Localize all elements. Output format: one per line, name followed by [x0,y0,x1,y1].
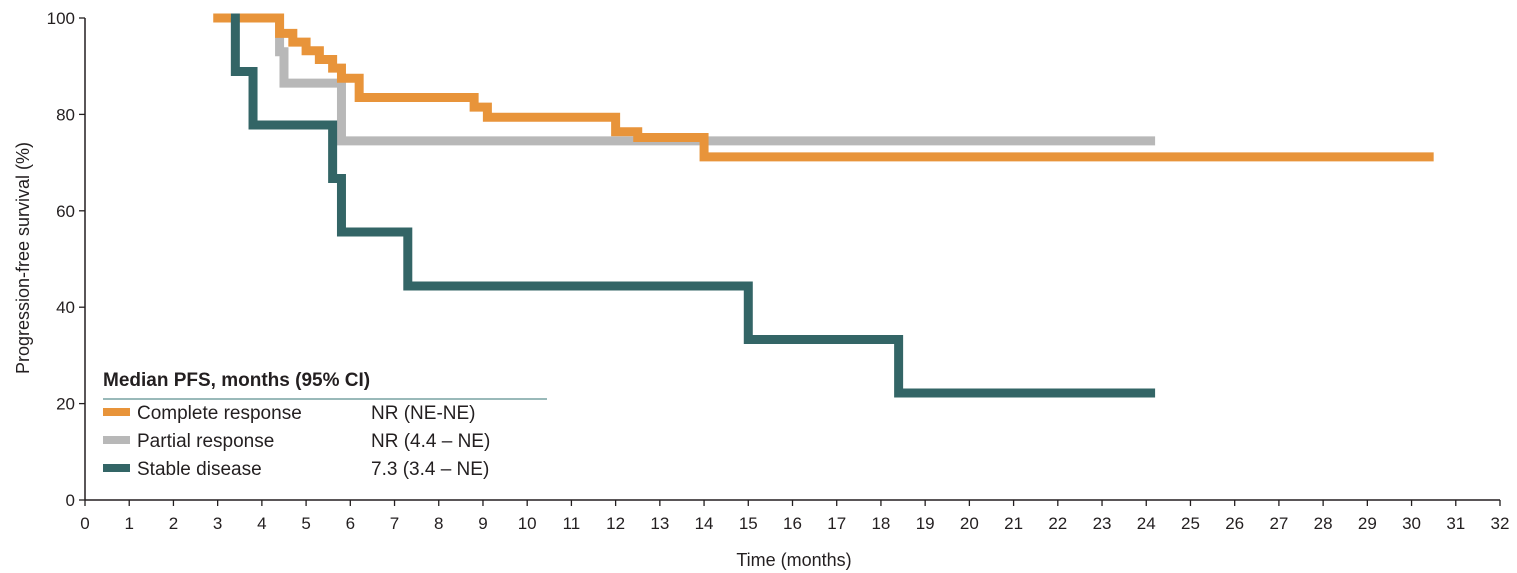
x-tick-label: 11 [563,514,581,533]
x-tick-label: 4 [257,514,266,533]
x-tick-label: 27 [1269,514,1288,533]
x-tick-label: 6 [346,514,355,533]
legend-label-stable-disease: Stable disease [137,459,262,480]
y-tick-label: 60 [56,202,75,221]
y-ticks: 0 20 40 60 80 100 [47,9,85,510]
x-tick-label: 5 [301,514,310,533]
x-tick-label: 28 [1314,514,1333,533]
legend-value-partial-response: NR (4.4 – NE) [371,431,490,452]
x-tick-label: 31 [1446,514,1465,533]
x-tick-label: 25 [1181,514,1200,533]
x-tick-label: 0 [80,514,89,533]
legend-label-partial-response: Partial response [137,431,274,452]
axes: 0 1 2 3 4 5 6 7 8 9 10 11 12 13 14 15 16 17 18 19 20 21 22 23 24… [47,9,1510,533]
legend-swatch-partial-response [103,436,130,444]
legend-value-complete-response: NR (NE-NE) [371,403,476,424]
x-ticks: 0 1 2 3 4 5 6 7 8 9 10 11 12 13 14 15 16 17 18 19 20 21 22 23 24… [80,500,1509,533]
legend-title: Median PFS, months (95% CI) [103,370,370,391]
x-tick-label: 2 [169,514,178,533]
series-line-stable-disease [230,13,1156,398]
y-tick-label: 80 [56,105,75,124]
x-tick-label: 18 [871,514,890,533]
x-tick-label: 32 [1491,514,1510,533]
x-tick-label: 15 [739,514,758,533]
y-tick-label: 40 [56,298,75,317]
x-tick-label: 3 [213,514,222,533]
x-tick-label: 24 [1137,514,1156,533]
x-tick-label: 14 [695,514,714,533]
legend-value-stable-disease: 7.3 (3.4 – NE) [371,459,489,480]
series-line-partial-response [226,13,1156,146]
x-tick-label: 26 [1225,514,1244,533]
x-tick-label: 7 [390,514,399,533]
legend-entries: Complete response NR (NE-NE) Partial respo… [103,403,490,480]
x-tick-label: 20 [960,514,979,533]
x-tick-label: 12 [606,514,625,533]
series-layer [213,13,1434,398]
y-tick-label: 100 [47,9,75,28]
x-tick-label: 17 [827,514,846,533]
x-tick-label: 23 [1093,514,1112,533]
x-tick-label: 29 [1358,514,1377,533]
x-axis-title: Time (months) [736,550,851,570]
series-line-complete-response [213,13,1434,162]
x-tick-label: 1 [124,514,133,533]
x-tick-label: 19 [916,514,935,533]
legend-swatch-complete-response [103,408,130,416]
legend: Median PFS, months (95% CI) Complete res… [103,370,547,480]
legend-swatch-stable-disease [103,464,130,472]
x-tick-label: 30 [1402,514,1421,533]
x-tick-label: 8 [434,514,443,533]
x-tick-label: 22 [1048,514,1067,533]
x-tick-label: 9 [478,514,487,533]
y-tick-label: 20 [56,395,75,414]
x-tick-label: 21 [1004,514,1023,533]
y-axis-title: Progression-free survival (%) [13,142,33,374]
x-tick-label: 10 [518,514,537,533]
y-tick-label: 0 [66,491,75,510]
x-tick-label: 16 [783,514,802,533]
x-tick-label: 13 [650,514,669,533]
legend-label-complete-response: Complete response [137,403,302,424]
